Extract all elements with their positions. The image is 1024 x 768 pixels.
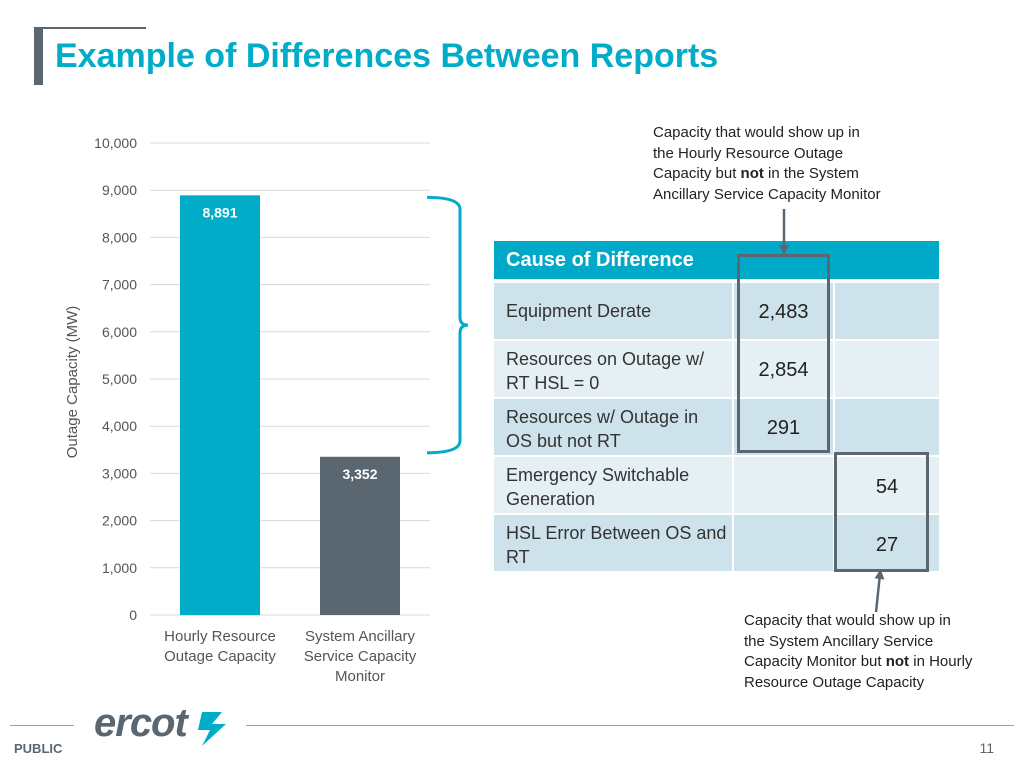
table-cell-label: Resources on Outage w/ RT HSL = 0 bbox=[494, 341, 734, 397]
hourly-only-value: 2,483 bbox=[758, 301, 809, 323]
x-category-label: Monitor bbox=[335, 668, 385, 685]
row-label: HSL Error Between OS and RT bbox=[506, 523, 727, 567]
table-cell-hourly bbox=[734, 457, 835, 513]
y-tick-label: 2,000 bbox=[102, 513, 137, 529]
table-cell-ascm: 54 bbox=[835, 457, 939, 513]
y-tick-label: 0 bbox=[129, 607, 137, 623]
bottom-callout-line: Resource Outage Capacity bbox=[744, 673, 925, 691]
x-category-label: System Ancillary bbox=[305, 628, 416, 645]
table-header: Cause of Difference bbox=[494, 241, 939, 281]
data-label: 3,352 bbox=[342, 466, 377, 482]
top-callout: Capacity that would show up in the Hourl… bbox=[653, 123, 881, 205]
y-tick-label: 10,000 bbox=[94, 135, 137, 151]
table-header-label: Cause of Difference bbox=[506, 249, 694, 271]
table-cell-ascm: 27 bbox=[835, 515, 939, 571]
bottom-callout-line: Capacity that would show up in bbox=[744, 612, 951, 629]
table-row: Equipment Derate 2,483 bbox=[494, 281, 939, 339]
y-tick-label: 6,000 bbox=[102, 324, 137, 340]
top-callout-line: Ancillary Service Capacity Monitor bbox=[653, 185, 881, 203]
row-label: Emergency Switchable Generation bbox=[506, 465, 690, 509]
table-row: HSL Error Between OS and RT 27 bbox=[494, 513, 939, 571]
row-label: Equipment Derate bbox=[506, 301, 652, 321]
y-tick-label: 3,000 bbox=[102, 465, 137, 481]
page-number: 11 bbox=[979, 740, 994, 756]
table-cell-label: Resources w/ Outage in OS but not RT bbox=[494, 399, 734, 455]
table-cell-label: Equipment Derate bbox=[494, 283, 734, 339]
table-row: Emergency Switchable Generation 54 bbox=[494, 455, 939, 513]
ascm-only-value: 27 bbox=[875, 534, 899, 556]
table-row: Resources on Outage w/ RT HSL = 0 2,854 bbox=[494, 339, 939, 397]
title-accent-line bbox=[34, 27, 146, 29]
hourly-only-highlight-box bbox=[737, 254, 830, 453]
data-label: 8,891 bbox=[202, 204, 237, 220]
bottom-callout: Capacity that would show up in the Syste… bbox=[744, 611, 972, 693]
ascm-only-value: 54 bbox=[875, 476, 899, 498]
footer-divider bbox=[246, 725, 1014, 726]
ercot-logo: ercot bbox=[94, 701, 226, 746]
ercot-logo-text: ercot bbox=[94, 701, 189, 745]
y-axis-label: Outage Capacity (MW) bbox=[64, 306, 81, 459]
y-tick-label: 8,000 bbox=[102, 229, 137, 245]
top-callout-line: the Hourly Resource Outage bbox=[653, 144, 844, 162]
hourly-only-value: 291 bbox=[766, 417, 801, 439]
y-tick-label: 4,000 bbox=[102, 418, 137, 434]
difference-brace bbox=[426, 195, 469, 455]
slide-title: Example of Differences Between Reports bbox=[55, 37, 719, 75]
ascm-only-highlight-box bbox=[834, 452, 929, 572]
x-category-label: Outage Capacity bbox=[164, 648, 276, 665]
row-label: Resources w/ Outage in OS but not RT bbox=[506, 407, 699, 451]
y-tick-label: 7,000 bbox=[102, 277, 137, 293]
top-callout-line: Capacity but not in the System bbox=[653, 165, 859, 182]
bottom-callout-line: the System Ancillary Service bbox=[744, 632, 934, 650]
title-accent-bar bbox=[34, 27, 43, 85]
bottom-callout-line: Capacity Monitor but not in Hourly bbox=[744, 653, 973, 670]
hourly-only-value: 2,854 bbox=[758, 359, 809, 381]
table-cell-label: HSL Error Between OS and RT bbox=[494, 515, 734, 571]
y-tick-label: 9,000 bbox=[102, 182, 137, 198]
table-cell-label: Emergency Switchable Generation bbox=[494, 457, 734, 513]
lightning-bolt-icon bbox=[198, 712, 226, 746]
y-tick-label: 5,000 bbox=[102, 371, 137, 387]
bottom-callout-arrow bbox=[874, 569, 885, 613]
x-category-label: Service Capacity bbox=[304, 648, 417, 665]
table-row: Resources w/ Outage in OS but not RT 291 bbox=[494, 397, 939, 455]
table-cell-hourly: 2,483 bbox=[734, 283, 835, 339]
x-category-label: Hourly Resource bbox=[164, 628, 276, 645]
row-label: Resources on Outage w/ RT HSL = 0 bbox=[506, 349, 705, 393]
table-cell-ascm bbox=[835, 341, 939, 397]
bar bbox=[320, 456, 400, 615]
bar bbox=[180, 195, 260, 616]
table-cell-hourly: 291 bbox=[734, 399, 835, 455]
footer-classification: PUBLIC bbox=[14, 741, 63, 756]
top-callout-line: Capacity that would show up in bbox=[653, 124, 860, 141]
table-cell-ascm bbox=[835, 283, 939, 339]
y-tick-label: 1,000 bbox=[102, 560, 137, 576]
table-cell-hourly: 2,854 bbox=[734, 341, 835, 397]
footer-divider bbox=[10, 725, 74, 726]
bar-chart: 0 1,000 2,000 3,000 4,000 5,000 6,000 7,000 8,00… bbox=[64, 135, 469, 685]
table-cell-hourly bbox=[734, 515, 835, 571]
table-cell-ascm bbox=[835, 399, 939, 455]
